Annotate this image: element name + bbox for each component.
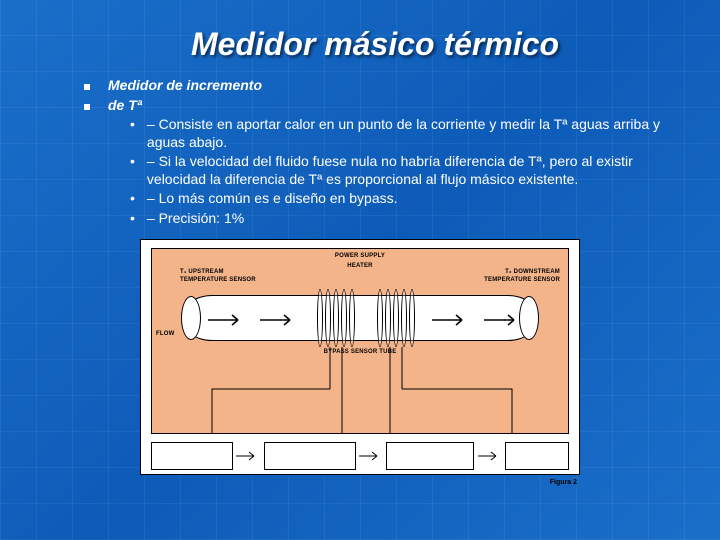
flow-arrow-icon [260, 313, 298, 325]
bullet-l2-text: – Precisión: 1% [147, 210, 660, 228]
label-heater: HEATER [347, 263, 372, 271]
bullet-l2-text: – Si la velocidad del fluido fuese nula … [147, 153, 660, 188]
bullet-l1-text: Medidor de incremento [108, 77, 262, 95]
figure-caption: Figura 2 [550, 479, 577, 488]
coil-upstream [317, 289, 355, 347]
arrow-right-icon [236, 442, 260, 470]
dot-bullet-icon: • [130, 210, 135, 228]
arrow-right-icon [359, 442, 383, 470]
figure-container: POWER SUPPLY HEATER T₁ UPSTREAM TEMPERAT… [40, 239, 680, 475]
flow-arrow-icon [484, 313, 522, 325]
box-label: OUTPUT [524, 456, 550, 464]
slide: Medidor másico térmico Medidor de increm… [0, 0, 720, 540]
flow-arrow-icon [432, 313, 470, 325]
label-flow: FLOW [156, 331, 174, 339]
bullet-l1: Medidor de incremento [84, 77, 680, 95]
bullet-l2-text: – Lo más común es e diseño en bypass. [147, 190, 660, 208]
box-power-supply: POWER SUPPLY [151, 442, 233, 470]
label-power-supply-top: POWER SUPPLY [335, 253, 385, 261]
box-label: BRIDGE FOR [290, 449, 330, 457]
slide-body: Medidor de incremento de Tª • – Consiste… [40, 77, 680, 475]
bullet-l2: • – Consiste en aportar calor en un punt… [130, 116, 660, 151]
bullet-l2-text: – Consiste en aportar calor en un punto … [147, 116, 660, 151]
dot-bullet-icon: • [130, 153, 135, 188]
label-t2: T₂ DOWNSTREAM TEMPERATURE SENSOR [470, 269, 560, 284]
diagram-panel: POWER SUPPLY HEATER T₁ UPSTREAM TEMPERAT… [151, 248, 569, 434]
label-bypass: BYPASS SENSOR TUBE [324, 349, 397, 357]
box-linear-output: LINEAR OUTPUT [505, 442, 569, 470]
label-t1: T₁ UPSTREAM TEMPERATURE SENSOR [180, 269, 260, 284]
square-bullet-icon [84, 84, 90, 90]
box-label: LINEAR [525, 449, 549, 457]
box-bridge: BRIDGE FOR ΔT DETECTION [264, 442, 356, 470]
bullet-l1-text: de Tª [108, 97, 142, 115]
box-label: POWER SUPPLY [167, 452, 217, 460]
arrow-right-icon [478, 442, 502, 470]
dot-bullet-icon: • [130, 190, 135, 208]
box-label: ΔT DETECTION [286, 456, 333, 464]
bullet-l2: • – Precisión: 1% [130, 210, 660, 228]
bullet-l2: • – Si la velocidad del fluido fuese nul… [130, 153, 660, 188]
dot-bullet-icon: • [130, 116, 135, 151]
square-bullet-icon [84, 104, 90, 110]
block-diagram-row: POWER SUPPLY BRIDGE FOR ΔT DETECTION AMP… [151, 442, 569, 470]
box-amplifier: AMPLIFIER [386, 442, 474, 470]
bullet-l2: • – Lo más común es e diseño en bypass. [130, 190, 660, 208]
coil-downstream [377, 289, 415, 347]
slide-title: Medidor másico térmico [100, 26, 650, 63]
flow-arrow-icon [208, 313, 246, 325]
thermal-mass-meter-diagram: POWER SUPPLY HEATER T₁ UPSTREAM TEMPERAT… [140, 239, 580, 475]
box-label: AMPLIFIER [413, 452, 447, 460]
bullet-l1: de Tª [84, 97, 680, 115]
